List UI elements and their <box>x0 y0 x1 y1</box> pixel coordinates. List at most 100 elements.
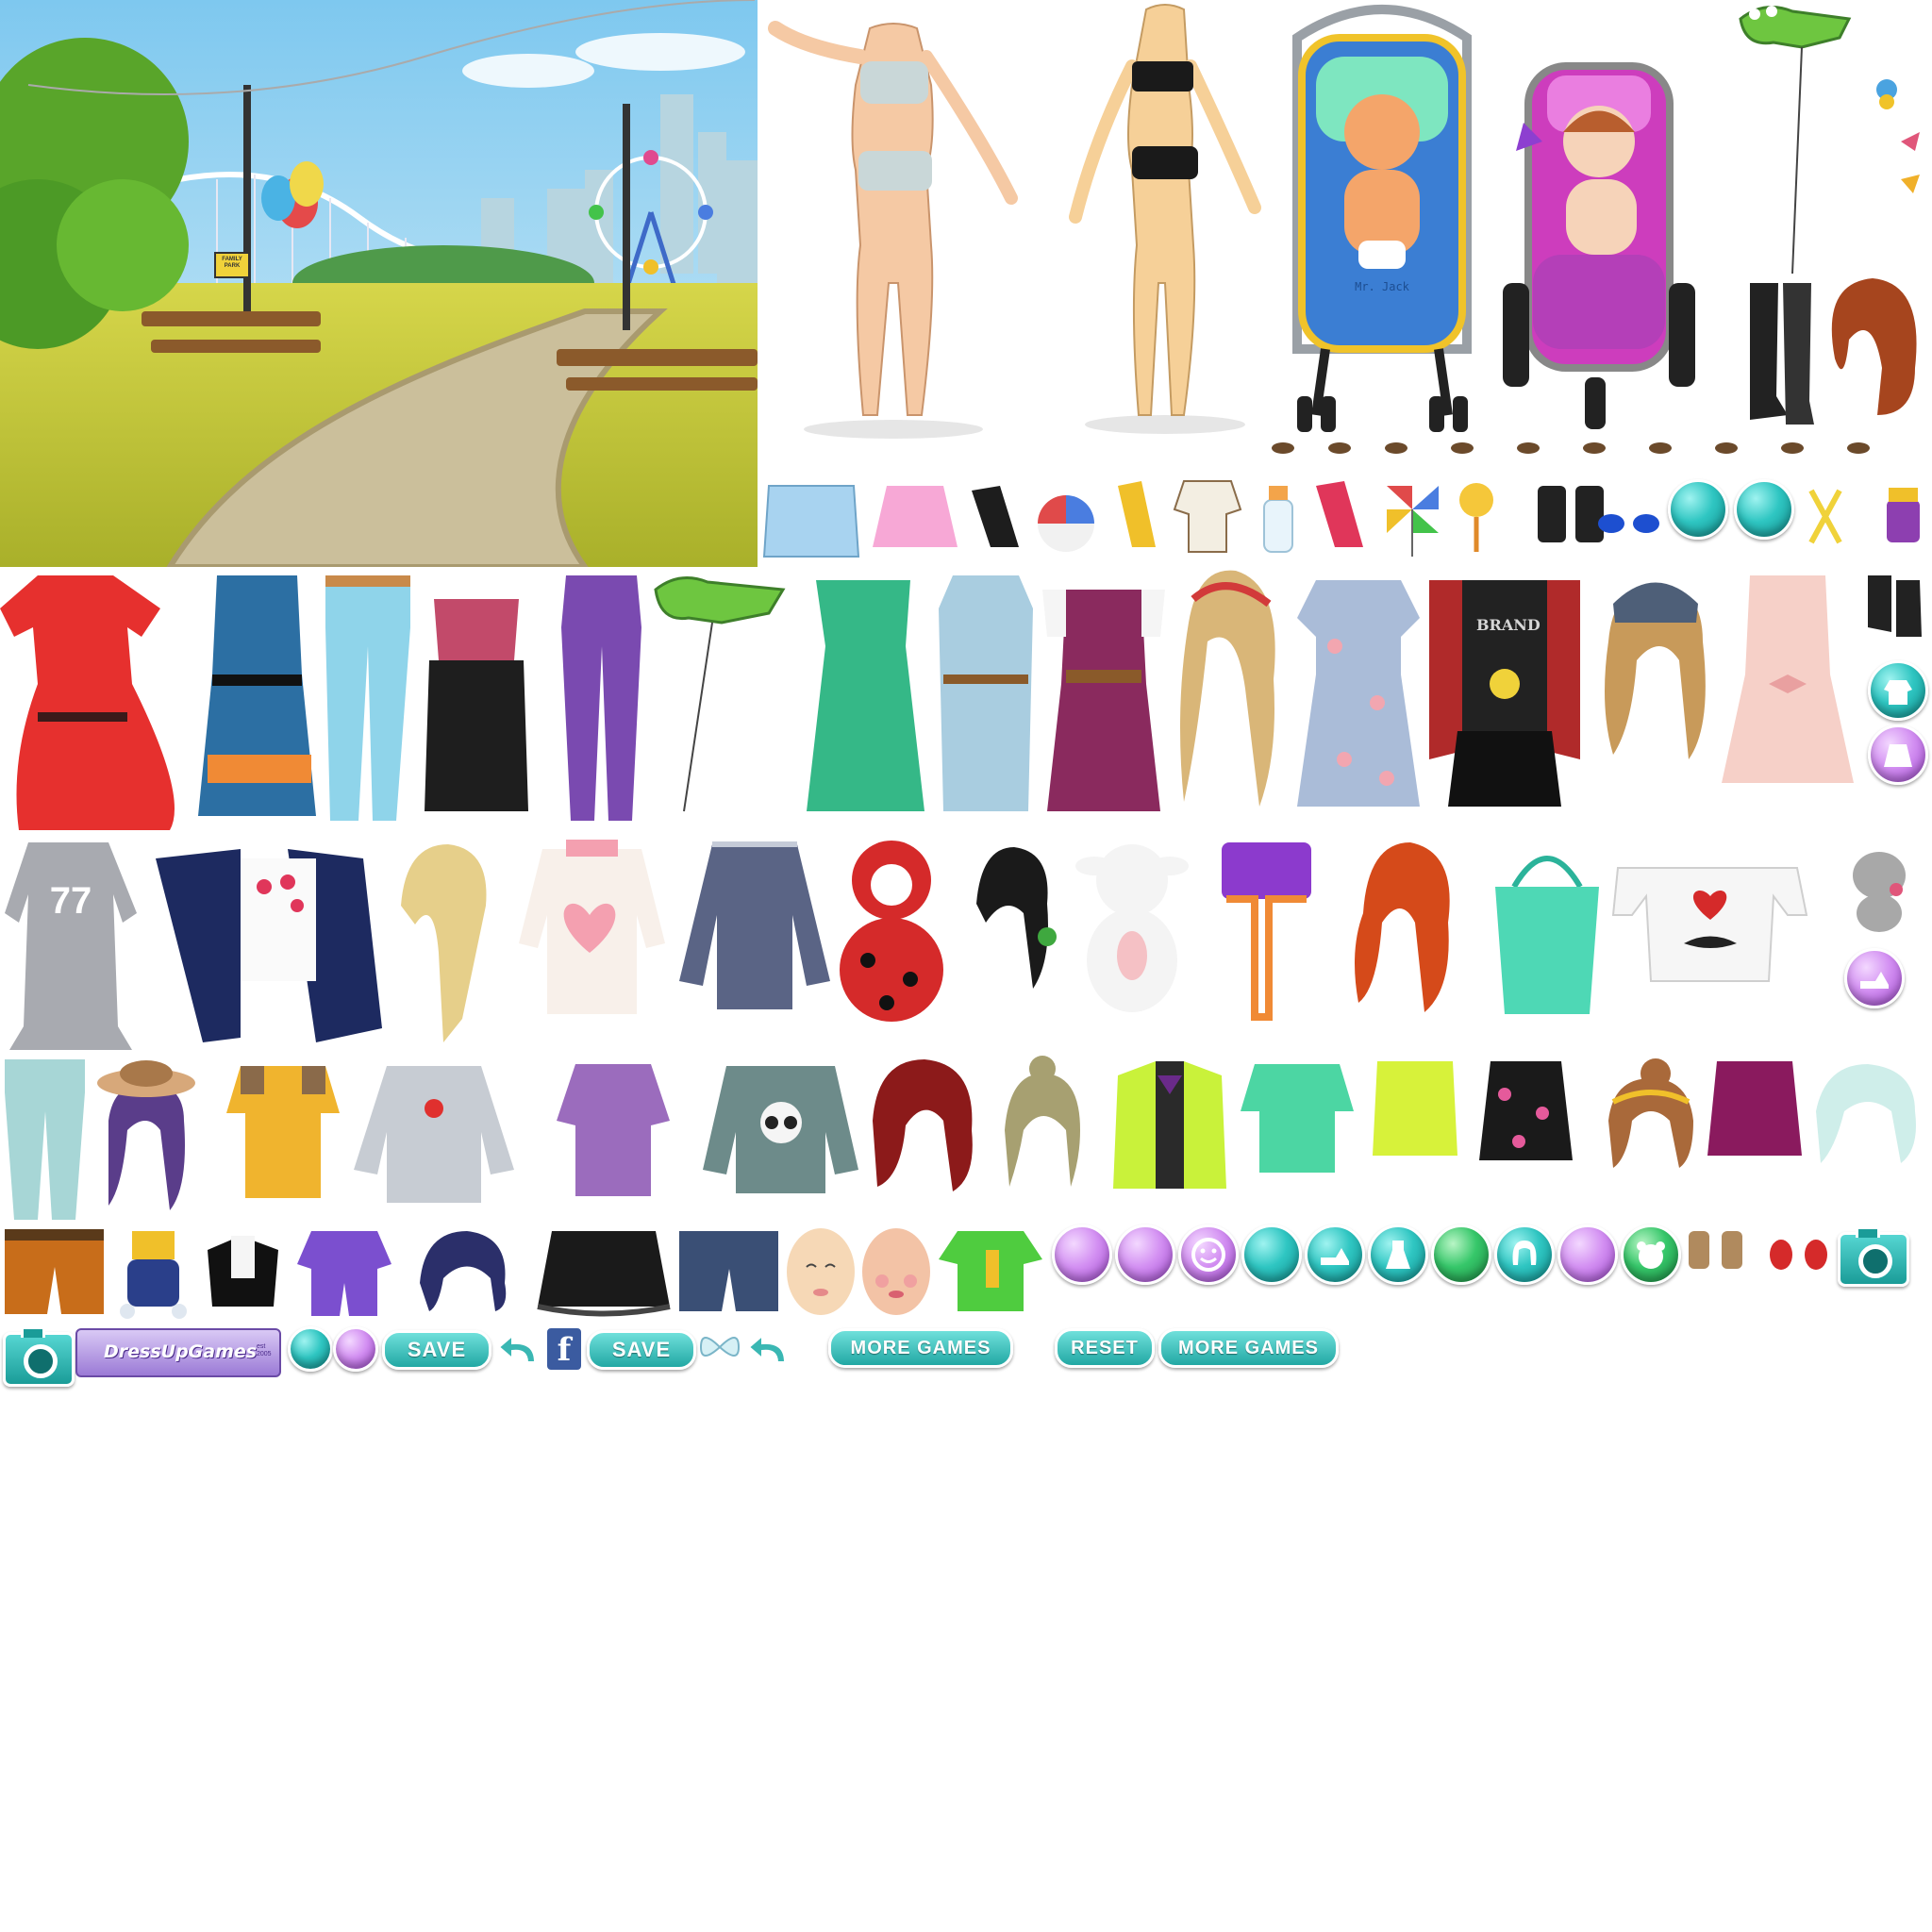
reset-button[interactable]: RESET <box>1055 1328 1155 1368</box>
screenshot-camera-button[interactable] <box>3 1326 75 1387</box>
baby-purple-pajamas[interactable] <box>292 1226 396 1321</box>
yellow-heels[interactable] <box>1108 476 1165 557</box>
kitty-glasses-sweatshirt[interactable] <box>698 1057 863 1198</box>
red-baby-sneakers[interactable] <box>1764 1226 1835 1274</box>
band-tee-plaid-outfit[interactable]: BRAND <box>1424 571 1585 830</box>
stroller-pink-baby-girl[interactable] <box>1495 0 1717 434</box>
category-tops-button[interactable] <box>1052 1224 1112 1285</box>
ladybug-costume[interactable] <box>835 838 948 1026</box>
category-bags-button[interactable] <box>1557 1224 1618 1285</box>
lime-pencil-skirt[interactable] <box>1368 1057 1462 1160</box>
orange-shorts[interactable] <box>0 1224 108 1319</box>
cat-rattle[interactable] <box>1453 476 1500 557</box>
hair-auburn-bob[interactable] <box>1821 274 1924 425</box>
ruffle-top-black-skirt[interactable] <box>420 571 533 825</box>
black-boots[interactable] <box>1740 283 1816 434</box>
denim-shirt-dress[interactable] <box>934 571 1038 825</box>
baby-bodysuit[interactable] <box>1170 476 1245 557</box>
hair-bun-scarf[interactable] <box>1599 1055 1703 1173</box>
face-base-2[interactable] <box>858 1224 934 1319</box>
neon-jacket-outfit[interactable] <box>1099 1057 1241 1198</box>
hair-red-curls[interactable] <box>1349 838 1457 1017</box>
black-floral-skirt[interactable] <box>1476 1057 1575 1165</box>
mint-wrap-top[interactable] <box>1236 1055 1358 1177</box>
green-tote-bag[interactable] <box>1491 840 1604 1019</box>
hair-black-side-pony[interactable] <box>958 838 1061 1026</box>
tan-baby-boots[interactable] <box>1684 1226 1755 1274</box>
purple-check-pants[interactable] <box>557 571 646 825</box>
denim-shorts[interactable] <box>675 1226 783 1321</box>
save-button-secondary[interactable]: SAVE <box>587 1330 696 1370</box>
red-dotted-dress[interactable] <box>0 571 193 835</box>
beach-ball-hat[interactable] <box>1033 481 1104 557</box>
baby-tuxedo[interactable] <box>198 1231 288 1316</box>
baby-overalls[interactable] <box>108 1226 198 1321</box>
pacifier[interactable] <box>1873 75 1901 113</box>
rotate-button-1[interactable] <box>1668 479 1728 540</box>
grey-bunny-plush[interactable] <box>1840 838 1920 932</box>
baby-bottle[interactable] <box>1250 476 1307 557</box>
teal-toggle-button[interactable] <box>288 1326 333 1372</box>
mustard-tee-pendant[interactable] <box>222 1057 344 1208</box>
mustache-heart-sweater[interactable] <box>1608 840 1811 991</box>
hair-beanie-waves[interactable] <box>1594 566 1717 764</box>
baby-food-jar[interactable] <box>1877 476 1929 552</box>
facebook-icon[interactable]: f <box>545 1326 583 1372</box>
black-sneakers[interactable] <box>1863 571 1924 646</box>
pink-bow-dress[interactable] <box>1717 571 1858 788</box>
dressupgames-logo[interactable]: DressUpGames est 2005 <box>75 1328 281 1377</box>
rotate-button-2[interactable] <box>1734 479 1794 540</box>
floral-blue-jeans[interactable] <box>316 571 420 825</box>
mother-model-tan[interactable] <box>1057 0 1274 443</box>
category-skirts-button[interactable] <box>1241 1224 1302 1285</box>
plum-dress-with-cardigan[interactable] <box>1042 571 1165 825</box>
blue-floral-dress[interactable] <box>193 571 321 825</box>
stroller-blue-baby-boy[interactable]: Mr. Jack <box>1278 0 1486 434</box>
hair-blonde-braid[interactable] <box>387 840 500 1047</box>
category-hair-button[interactable] <box>1494 1224 1555 1285</box>
hair-long-blonde-headband[interactable] <box>1170 566 1283 811</box>
violet-toggle-button[interactable] <box>333 1326 378 1372</box>
more-games-button-secondary[interactable]: MORE GAMES <box>1158 1328 1339 1368</box>
face-base-1[interactable] <box>783 1224 858 1319</box>
magenta-embellished-skirt[interactable] <box>1703 1057 1807 1160</box>
red-heels[interactable] <box>1307 476 1373 557</box>
pinwheel[interactable] <box>1377 476 1448 557</box>
camera-icon[interactable] <box>1838 1226 1909 1287</box>
grey-cardigan-apple[interactable] <box>349 1057 519 1208</box>
hair-updo-blonde[interactable] <box>991 1055 1094 1196</box>
black-tutu-skirt[interactable] <box>533 1226 675 1321</box>
category-shoes-button-2[interactable] <box>1305 1224 1365 1285</box>
category-skirt-button[interactable] <box>1868 724 1928 785</box>
hair-mint-waves[interactable] <box>1807 1055 1924 1168</box>
grey-number-sweater-dress[interactable]: 77 <box>0 838 142 1055</box>
mother-model-light[interactable] <box>766 0 1040 443</box>
category-top-button[interactable] <box>1868 660 1928 721</box>
crocodile-balloon[interactable] <box>1736 0 1858 283</box>
crocodile-balloon-2[interactable] <box>651 571 792 816</box>
heart-sweater[interactable] <box>514 840 670 1028</box>
category-shoes-button[interactable] <box>1844 948 1905 1008</box>
navy-blazer-embroidered-top[interactable] <box>146 840 387 1047</box>
category-dresses-button[interactable] <box>1368 1224 1428 1285</box>
green-maxi-dress[interactable] <box>802 571 929 825</box>
eye-and-lip-parts[interactable] <box>1264 434 1924 462</box>
black-heels[interactable] <box>962 481 1028 557</box>
undo-icon-secondary[interactable] <box>745 1330 792 1372</box>
plaid-shirt[interactable] <box>675 840 835 1019</box>
blue-floral-tea-dress[interactable] <box>1292 571 1424 825</box>
hair-purple-ombre-hat[interactable] <box>94 1055 198 1215</box>
category-faces-button[interactable] <box>1178 1224 1239 1285</box>
baby-hair-dark[interactable] <box>410 1226 519 1316</box>
giraffe-baby-bodysuit[interactable] <box>934 1226 1047 1316</box>
purple-studded-tee[interactable] <box>552 1055 675 1206</box>
blue-baby-shoes[interactable] <box>1594 495 1665 542</box>
purple-crossbody-bag[interactable] <box>1217 838 1316 1022</box>
skirt-gingham[interactable] <box>759 481 863 561</box>
skirt-pink-tutu[interactable] <box>868 481 962 557</box>
mint-capri-jeans[interactable] <box>0 1055 90 1224</box>
undo-icon[interactable] <box>495 1330 542 1372</box>
butterfly-icon[interactable] <box>696 1328 743 1366</box>
save-button[interactable]: SAVE <box>382 1330 491 1370</box>
small-charms[interactable] <box>1896 123 1924 208</box>
